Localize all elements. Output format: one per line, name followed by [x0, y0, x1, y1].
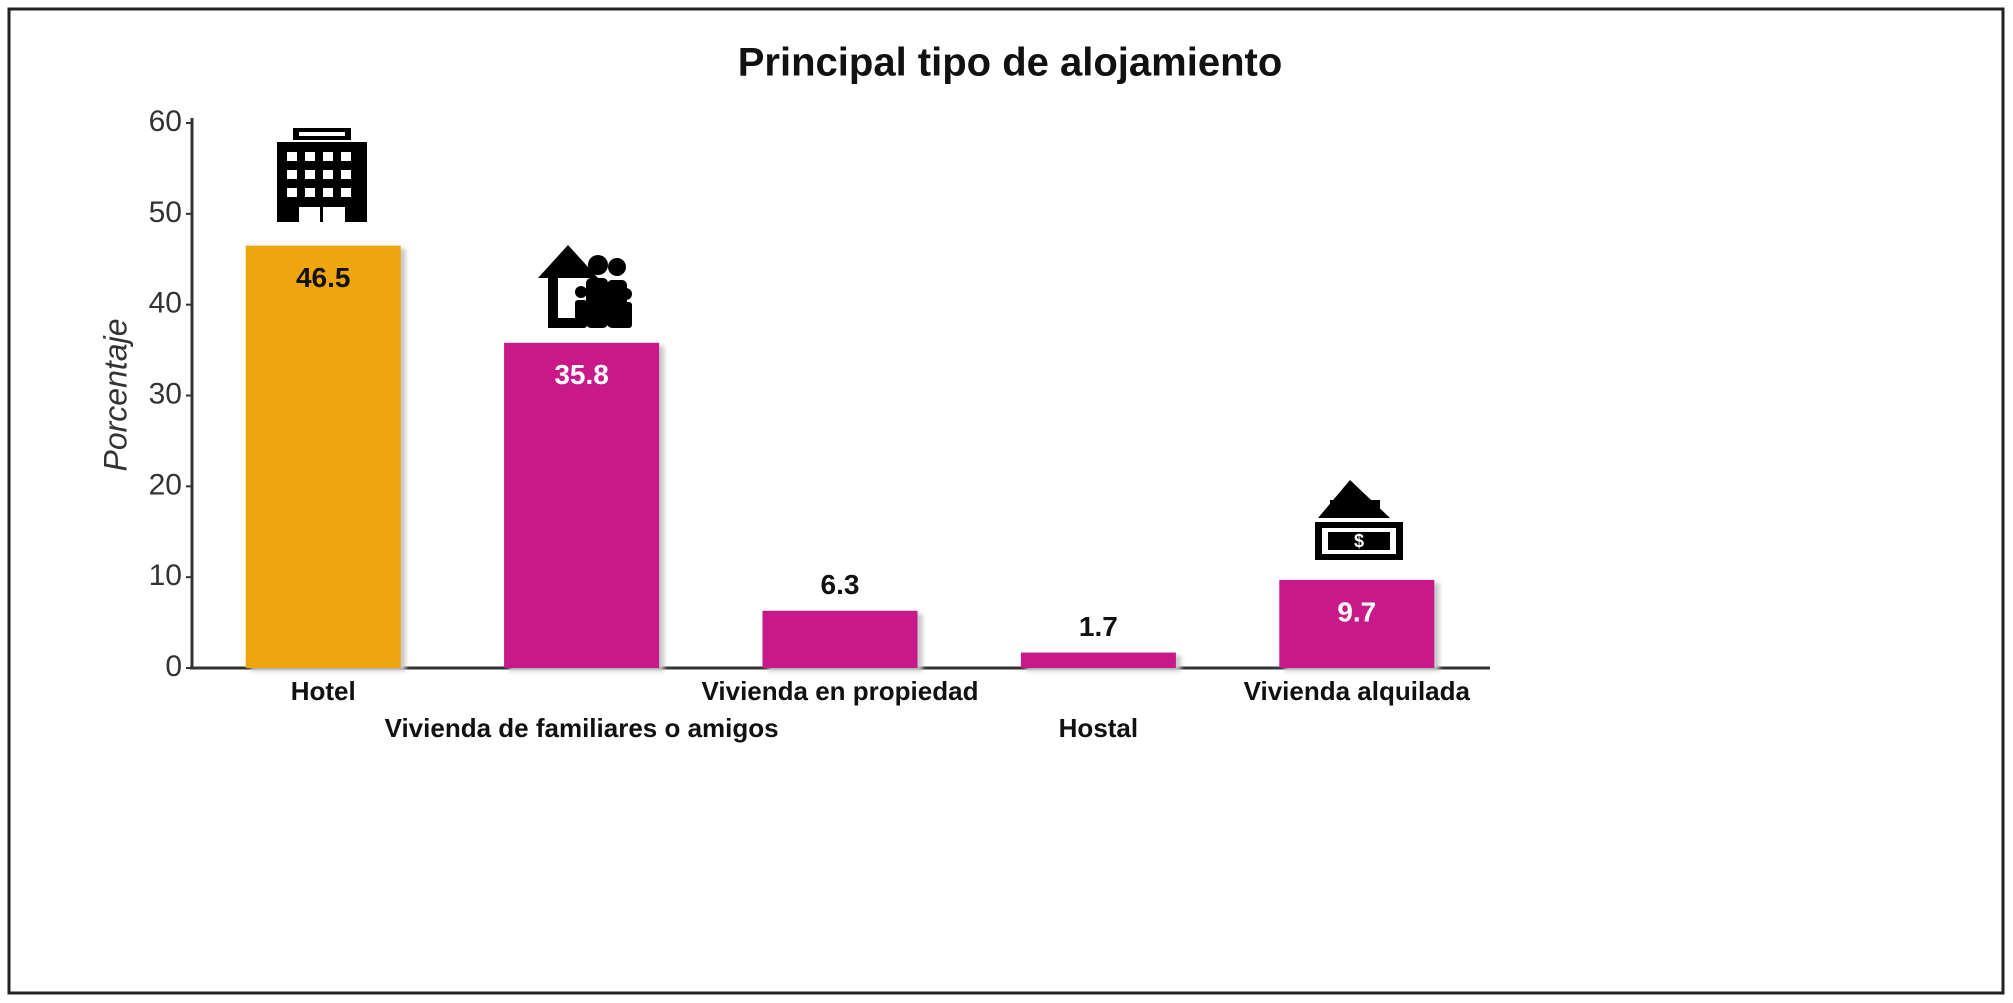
value-label: 1.7	[1079, 611, 1118, 642]
bar	[245, 245, 401, 668]
y-tick-label: 10	[149, 559, 182, 592]
value-label: 46.5	[296, 262, 351, 293]
bar	[1020, 652, 1176, 668]
y-tick-label: 60	[149, 105, 182, 138]
svg-text:$: $	[1354, 531, 1364, 551]
y-tick-label: 40	[149, 287, 182, 320]
x-tick-label: Vivienda en propiedad	[702, 676, 979, 706]
x-tick-label: Hostal	[1059, 713, 1138, 743]
x-tick-label: Vivienda alquilada	[1244, 676, 1471, 706]
y-tick-label: 30	[149, 377, 182, 410]
bar	[504, 342, 660, 668]
y-tick-label: 0	[165, 650, 182, 683]
value-label: 35.8	[554, 359, 609, 390]
y-tick-label: 50	[149, 196, 182, 229]
bar	[1279, 579, 1435, 668]
family-house-icon	[538, 245, 632, 328]
y-tick-label: 20	[149, 468, 182, 501]
x-tick-label: Vivienda de familiares o amigos	[385, 713, 779, 743]
y-axis-label: Porcentaje	[97, 319, 133, 472]
chart-title: Principal tipo de alojamiento	[738, 41, 1283, 85]
value-label: 6.3	[821, 569, 860, 600]
hotel-icon	[277, 128, 367, 222]
rented-house-icon: $	[1315, 480, 1403, 560]
value-label: 9.7	[1337, 596, 1376, 627]
bar	[762, 610, 918, 668]
x-tick-label: Hotel	[291, 676, 356, 706]
